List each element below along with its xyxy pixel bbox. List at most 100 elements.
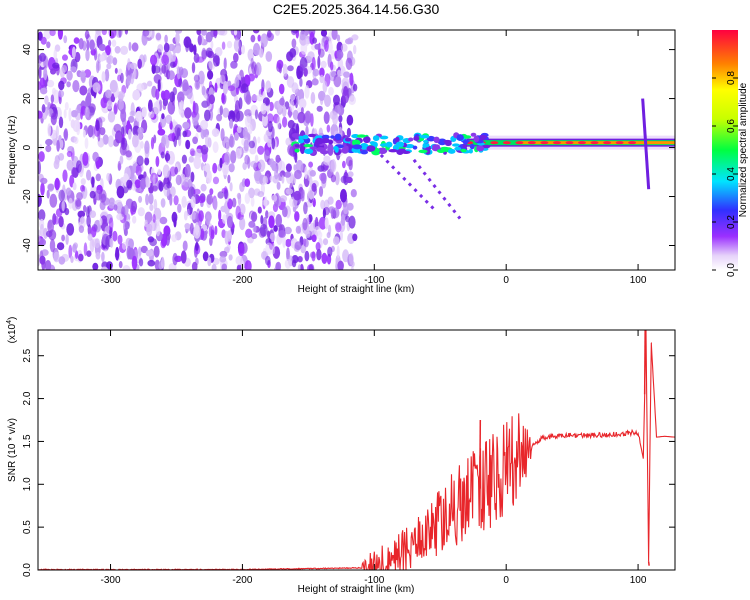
noise-blob — [95, 60, 100, 74]
noise-blob — [174, 166, 178, 175]
noise-blob — [63, 128, 69, 141]
noise-blob — [198, 70, 205, 85]
noise-blob — [116, 185, 125, 199]
noise-blob — [291, 30, 299, 34]
y-tick-label: 0.5 — [22, 520, 33, 534]
noise-blob — [228, 135, 235, 148]
signal-clump — [321, 134, 330, 140]
noise-blob — [39, 77, 46, 88]
noise-blob — [143, 54, 147, 63]
noise-blob — [210, 225, 215, 237]
noise-blob — [175, 32, 180, 45]
noise-blob — [132, 125, 140, 137]
noise-blob — [162, 102, 167, 111]
noise-blob — [262, 175, 268, 185]
snr-plot-area — [38, 330, 675, 570]
noise-blob — [279, 195, 288, 203]
noise-blob — [235, 148, 242, 160]
noise-blob — [212, 141, 219, 153]
noise-blob — [265, 210, 269, 219]
noise-blob — [213, 198, 218, 211]
noise-blob — [200, 128, 206, 140]
noise-blob — [132, 163, 137, 174]
signal-clump — [444, 140, 452, 146]
noise-blob — [308, 161, 313, 168]
noise-blob — [348, 252, 354, 265]
signal-clump — [447, 148, 456, 154]
noise-blob — [322, 208, 326, 219]
noise-blob — [165, 114, 173, 125]
noise-blob — [239, 216, 246, 231]
noise-blob — [298, 98, 307, 109]
noise-blob — [217, 191, 224, 199]
colorbar-tick-label: 0.0 — [726, 263, 737, 277]
noise-blob — [47, 183, 54, 192]
noise-blob — [257, 145, 265, 155]
spectrogram-panel: -300 -200 -100 0 100 40 20 0 -20 -40 Height of s… — [7, 29, 676, 295]
noise-blob — [308, 263, 315, 270]
noise-blob — [224, 189, 229, 200]
noise-blob — [274, 168, 279, 180]
noise-blob — [271, 194, 278, 202]
noise-blob — [153, 65, 161, 74]
signal-clump — [377, 147, 388, 154]
noise-blob — [328, 86, 334, 96]
noise-blob — [146, 80, 153, 87]
noise-blob — [136, 155, 144, 167]
noise-blob — [287, 65, 294, 72]
noise-blob — [178, 135, 182, 147]
noise-blob — [100, 97, 108, 109]
signal-clump — [363, 136, 371, 144]
noise-blob — [66, 223, 75, 236]
noise-blob — [282, 63, 288, 77]
noise-blob — [287, 110, 293, 117]
noise-blob — [212, 162, 218, 174]
noise-blob — [327, 196, 334, 205]
noise-blob — [177, 91, 185, 104]
noise-blob — [131, 200, 138, 213]
noise-blob — [68, 197, 73, 209]
noise-blob — [193, 155, 202, 170]
noise-blob — [269, 158, 275, 168]
noise-blob — [43, 227, 48, 240]
noise-blob — [342, 249, 350, 263]
noise-blob — [50, 94, 55, 103]
noise-blob — [43, 30, 51, 40]
noise-blob — [236, 192, 241, 200]
snr-background — [38, 330, 675, 570]
signal-clump — [462, 139, 469, 145]
noise-blob — [114, 46, 121, 54]
noise-blob — [132, 215, 137, 224]
noise-blob — [190, 196, 196, 209]
noise-blob — [335, 222, 342, 233]
noise-blob — [177, 203, 182, 213]
noise-blob — [205, 214, 211, 226]
noise-blob — [38, 235, 41, 243]
noise-blob — [332, 207, 340, 219]
signal-clump — [452, 143, 460, 147]
x-tick-label: 0 — [503, 275, 509, 286]
noise-blob — [158, 181, 164, 192]
noise-blob — [155, 223, 161, 237]
snr-y-axis-label: SNR (10 * v/v) — [7, 418, 18, 482]
noise-blob — [221, 41, 226, 50]
signal-spike — [641, 98, 651, 190]
noise-blob — [107, 135, 114, 148]
noise-blob — [305, 125, 309, 137]
noise-blob — [340, 188, 347, 203]
signal-clump — [460, 148, 467, 153]
signal-clump — [401, 150, 411, 154]
noise-blob — [257, 136, 261, 144]
noise-blob — [182, 240, 188, 252]
snr-y-ticks: 0.0 0.5 1.0 1.5 2.0 2.5 — [22, 348, 675, 577]
noise-blob — [331, 30, 338, 40]
noise-blob — [38, 161, 41, 175]
colorbar-ticks: 0.0 0.2 0.4 0.6 0.8 — [712, 71, 738, 277]
noise-blob — [75, 160, 82, 173]
noise-blob — [200, 144, 209, 155]
noise-blob — [131, 42, 139, 52]
noise-blob — [346, 202, 354, 211]
noise-blob — [222, 107, 230, 118]
snr-x-ticks: -300 -200 -100 0 100 — [101, 330, 647, 586]
noise-blob — [303, 201, 308, 215]
